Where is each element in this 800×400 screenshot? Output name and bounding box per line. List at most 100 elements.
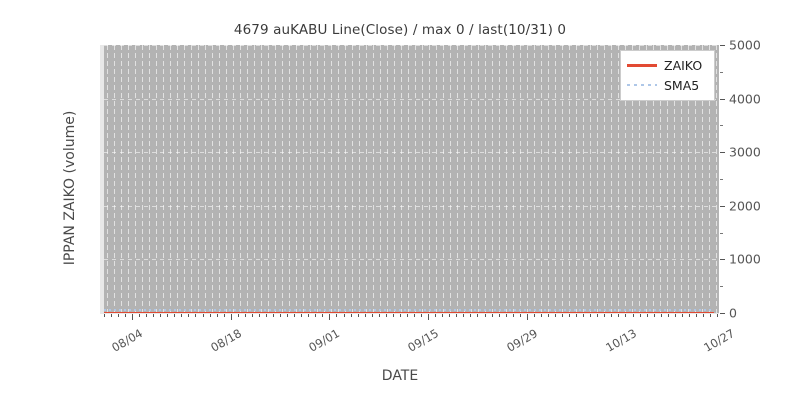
x-axis-minor-tick — [160, 314, 161, 317]
x-axis-minor-tick — [499, 314, 500, 317]
y-axis-tick — [720, 98, 725, 100]
x-axis-minor-tick — [344, 314, 345, 317]
y-axis-tick-label: 4000 — [729, 91, 761, 107]
x-axis-minor-tick — [414, 314, 415, 317]
x-axis-minor-tick — [604, 314, 605, 317]
x-axis-minor-tick — [696, 314, 697, 317]
y-axis-tick-label: 2000 — [729, 198, 761, 214]
x-axis-major-tick — [428, 314, 429, 320]
x-axis-minor-tick — [174, 314, 175, 317]
legend-swatch-line — [627, 84, 657, 87]
x-axis-title: DATE — [381, 368, 419, 384]
x-axis-minor-tick — [590, 314, 591, 317]
y-axis-tick-label: 1000 — [729, 251, 761, 267]
x-axis-minor-tick — [717, 314, 718, 317]
x-axis-minor-tick — [555, 314, 556, 317]
x-axis-minor-tick — [576, 314, 577, 317]
horizontal-gridline — [104, 152, 719, 154]
x-axis-minor-tick — [689, 314, 690, 317]
chart-title: 4679 auKABU Line(Close) / max 0 / last(1… — [233, 22, 567, 38]
x-axis-minor-tick — [372, 314, 373, 317]
x-axis-minor-tick — [400, 314, 401, 317]
y-axis-tick — [720, 45, 725, 46]
y-axis-tick — [720, 259, 725, 261]
x-axis-minor-tick — [308, 314, 309, 317]
x-axis-minor-tick — [449, 314, 450, 317]
plot-area — [104, 45, 719, 313]
x-axis-minor-tick — [294, 314, 295, 317]
x-axis-minor-tick — [379, 314, 380, 317]
x-axis-minor-tick — [583, 314, 584, 317]
x-axis-minor-tick — [273, 314, 274, 317]
x-axis-minor-tick — [541, 314, 542, 317]
x-axis-minor-tick — [287, 314, 288, 317]
x-axis-minor-tick — [393, 314, 394, 317]
x-axis-minor-tick — [224, 314, 225, 317]
x-axis-minor-tick — [351, 314, 352, 317]
legend-label: ZAIKO — [664, 57, 703, 73]
x-axis-tick-label: 08/18 — [207, 326, 244, 355]
horizontal-gridline — [104, 259, 719, 261]
x-axis-minor-tick — [442, 314, 443, 317]
x-axis-minor-tick — [534, 314, 535, 317]
y-axis-tick — [720, 152, 725, 154]
x-axis-minor-tick — [210, 314, 211, 317]
x-axis-minor-tick — [280, 314, 281, 317]
legend-label: SMA5 — [664, 77, 700, 93]
x-axis-minor-tick — [125, 314, 126, 317]
y-axis-tick-label: 5000 — [729, 37, 761, 53]
x-axis-tick-label: 10/27 — [701, 326, 738, 355]
x-axis-minor-tick — [259, 314, 260, 317]
x-axis-minor-tick — [485, 314, 486, 317]
x-axis-major-tick — [329, 314, 330, 320]
x-axis-minor-tick — [520, 314, 521, 317]
x-axis-minor-tick — [682, 314, 683, 317]
x-axis-minor-tick — [365, 314, 366, 317]
legend-item-sma5[interactable]: SMA5 — [621, 75, 714, 95]
x-axis-minor-tick — [661, 314, 662, 317]
x-axis-minor-tick — [386, 314, 387, 317]
x-axis-minor-tick — [513, 314, 514, 317]
x-axis-minor-tick — [597, 314, 598, 317]
x-axis-minor-tick — [111, 314, 112, 317]
x-axis-tick-label: 09/15 — [405, 326, 442, 355]
x-axis-minor-tick — [668, 314, 669, 317]
x-axis-minor-tick — [710, 314, 711, 317]
x-axis-minor-tick — [492, 314, 493, 317]
x-axis-minor-tick — [301, 314, 302, 317]
x-axis-minor-tick — [421, 314, 422, 317]
y-axis-minor-tick — [720, 71, 723, 73]
x-axis-minor-tick — [315, 314, 316, 317]
x-axis-minor-tick — [167, 314, 168, 317]
x-axis-tick-label: 09/29 — [504, 326, 540, 355]
legend-line-swatch-zaiko — [627, 59, 657, 71]
y-axis-tick — [720, 313, 725, 314]
x-axis-minor-tick — [456, 314, 457, 317]
x-axis-minor-tick — [358, 314, 359, 317]
x-axis-minor-tick — [195, 314, 196, 317]
vertical-gridline-dash-mask — [104, 45, 719, 313]
x-axis-minor-tick — [569, 314, 570, 317]
y-axis-tick-label: 0 — [729, 305, 737, 321]
x-axis-minor-tick — [506, 314, 507, 317]
y-axis-title: IPPAN ZAIKO (volume) — [62, 110, 78, 266]
x-axis-minor-tick — [217, 314, 218, 317]
x-axis-minor-tick — [104, 314, 105, 317]
chart-legend[interactable]: ZAIKO SMA5 — [620, 50, 715, 101]
x-axis-minor-tick — [118, 314, 119, 317]
legend-item-zaiko[interactable]: ZAIKO — [621, 55, 714, 75]
x-axis-minor-tick — [245, 314, 246, 317]
y-axis-tick — [720, 205, 725, 207]
x-axis-minor-tick — [146, 314, 147, 317]
x-axis-minor-tick — [647, 314, 648, 317]
x-axis-major-tick — [132, 314, 133, 320]
plot-frame — [100, 45, 719, 314]
x-axis-minor-tick — [562, 314, 563, 317]
x-axis-minor-tick — [203, 314, 204, 317]
series-line-zaiko — [104, 312, 714, 313]
horizontal-gridline — [104, 45, 719, 46]
x-axis-minor-tick — [548, 314, 549, 317]
x-axis-minor-tick — [633, 314, 634, 317]
x-axis-minor-tick — [611, 314, 612, 317]
